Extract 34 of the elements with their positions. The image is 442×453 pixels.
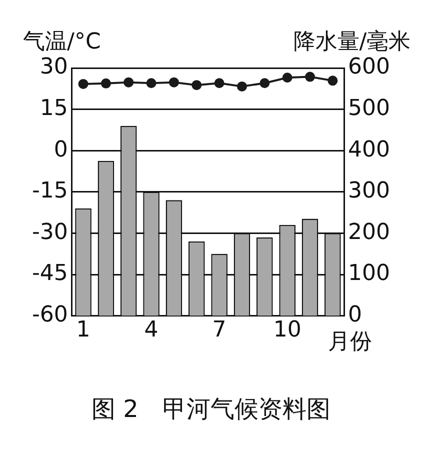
point: [214, 78, 224, 88]
x-tick-label: 10: [273, 318, 302, 343]
point: [168, 77, 179, 88]
y-tick-label: -30: [32, 220, 68, 245]
y2-axis-title: 降水量/毫米: [293, 30, 411, 55]
x-tick-label: 1: [76, 318, 90, 343]
point: [260, 78, 270, 88]
y-tick-label: -45: [32, 261, 68, 286]
text: 图 2 甲河气候资料图: [92, 394, 330, 423]
y-tick-label: -60: [32, 302, 68, 328]
point: [100, 78, 111, 88]
y-tick-label: -15: [32, 178, 68, 204]
point: [146, 78, 156, 88]
y2-tick-label: 500: [348, 96, 390, 122]
y2-tick-label: 0: [348, 302, 362, 328]
x-tick-label: 7: [212, 318, 226, 343]
y2-tick-label: 100: [348, 261, 390, 286]
y-tick-label: 0: [54, 137, 68, 162]
point: [192, 80, 202, 90]
point: [282, 72, 292, 83]
point: [124, 77, 134, 88]
y-tick-label: 15: [40, 96, 68, 122]
y2-tick-label: 400: [348, 137, 390, 162]
y-axis-title: 气温/°C: [23, 30, 101, 55]
y2-tick-label: 600: [348, 54, 390, 80]
y2-tick-label: 300: [348, 178, 390, 204]
point: [328, 76, 338, 86]
x-axis-title: 月份: [328, 330, 372, 355]
point: [78, 78, 88, 89]
y2-tick-label: 200: [348, 220, 390, 245]
point: [236, 81, 247, 92]
y-tick-label: 30: [40, 54, 68, 80]
point: [305, 72, 315, 82]
x-tick-label: 4: [144, 318, 158, 343]
